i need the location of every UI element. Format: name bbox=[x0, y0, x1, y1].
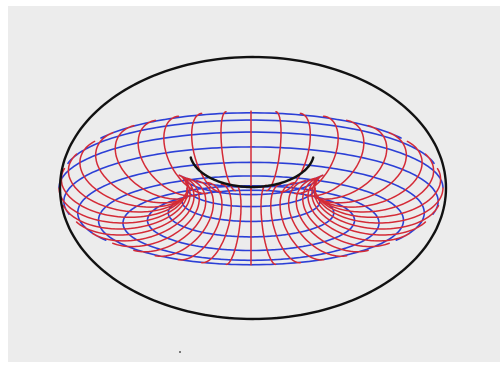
meridian-line bbox=[112, 175, 200, 248]
meridian-line bbox=[304, 142, 365, 197]
meridian-line bbox=[295, 177, 369, 253]
meridian-line bbox=[319, 169, 435, 213]
meridian-line bbox=[114, 124, 135, 150]
meridian-line bbox=[163, 115, 180, 139]
parallel-line bbox=[76, 161, 426, 241]
meridian-line bbox=[315, 178, 442, 219]
meridian-line bbox=[67, 153, 78, 172]
meridian-line bbox=[319, 161, 423, 208]
meridian-line bbox=[265, 132, 282, 192]
meridian-line bbox=[270, 183, 302, 264]
meridian-line bbox=[79, 161, 183, 208]
meridian-line bbox=[388, 131, 408, 156]
meridian-line bbox=[225, 184, 242, 266]
meridian-line bbox=[190, 134, 223, 193]
parallel-line bbox=[63, 146, 439, 215]
meridian-line bbox=[220, 110, 227, 134]
meridian-line bbox=[177, 181, 223, 261]
meridian-line bbox=[94, 154, 183, 204]
meridian-line bbox=[345, 119, 365, 144]
meridian-line bbox=[307, 174, 411, 242]
meridian-line bbox=[91, 174, 195, 242]
meridian-line bbox=[314, 187, 444, 224]
meridian-line bbox=[319, 154, 408, 204]
meridian-lines bbox=[58, 110, 444, 266]
meridian-line bbox=[275, 110, 282, 134]
meridian-line bbox=[313, 179, 440, 230]
meridian-line bbox=[79, 140, 96, 164]
meridian-line bbox=[279, 181, 325, 261]
meridian-line bbox=[60, 178, 187, 219]
meridian-line bbox=[67, 169, 183, 213]
meridian-line bbox=[62, 179, 189, 230]
meridian-line bbox=[406, 140, 423, 164]
meridian-line bbox=[133, 177, 207, 253]
meridian-line bbox=[260, 184, 277, 266]
meridian-line bbox=[220, 132, 237, 192]
meridian-line bbox=[322, 115, 339, 139]
meridian-line bbox=[200, 183, 232, 264]
meridian-line bbox=[94, 131, 114, 156]
paper-sheet bbox=[8, 6, 500, 362]
meridian-line bbox=[302, 175, 390, 248]
meridian-line bbox=[367, 124, 388, 150]
meridian-line bbox=[58, 187, 188, 224]
meridian-line bbox=[314, 147, 388, 200]
meridian-line bbox=[190, 112, 203, 136]
outline-curves bbox=[58, 55, 448, 321]
meridian-line bbox=[436, 167, 442, 181]
meridian-line bbox=[137, 119, 157, 144]
meridian-line bbox=[299, 112, 312, 136]
meridian-line bbox=[114, 147, 188, 200]
inner-hole-outline bbox=[189, 156, 315, 189]
meridian-line bbox=[75, 176, 191, 236]
meridian-line bbox=[154, 179, 215, 258]
meridian-line bbox=[311, 176, 427, 236]
paper-speck bbox=[179, 351, 181, 353]
meridian-line bbox=[137, 142, 198, 197]
meridian-line bbox=[287, 179, 348, 258]
meridian-line bbox=[424, 153, 435, 172]
outer-outline bbox=[58, 55, 448, 321]
